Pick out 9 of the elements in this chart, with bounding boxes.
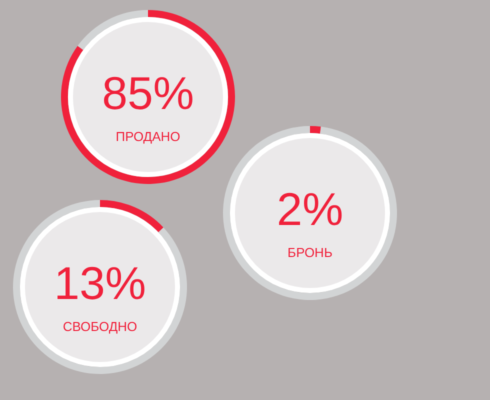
slice-label: ПРОДАНО bbox=[116, 129, 180, 144]
slice-label: СВОБОДНО bbox=[62, 319, 138, 334]
donut-slice bbox=[78, 10, 148, 50]
data-label: 2% bbox=[276, 183, 344, 235]
donut-slice bbox=[310, 126, 321, 134]
data-label: 85% bbox=[102, 67, 194, 119]
data-label: 13% bbox=[54, 257, 146, 309]
donut-slice bbox=[100, 200, 164, 232]
slice-label: БРОНЬ bbox=[288, 245, 332, 260]
